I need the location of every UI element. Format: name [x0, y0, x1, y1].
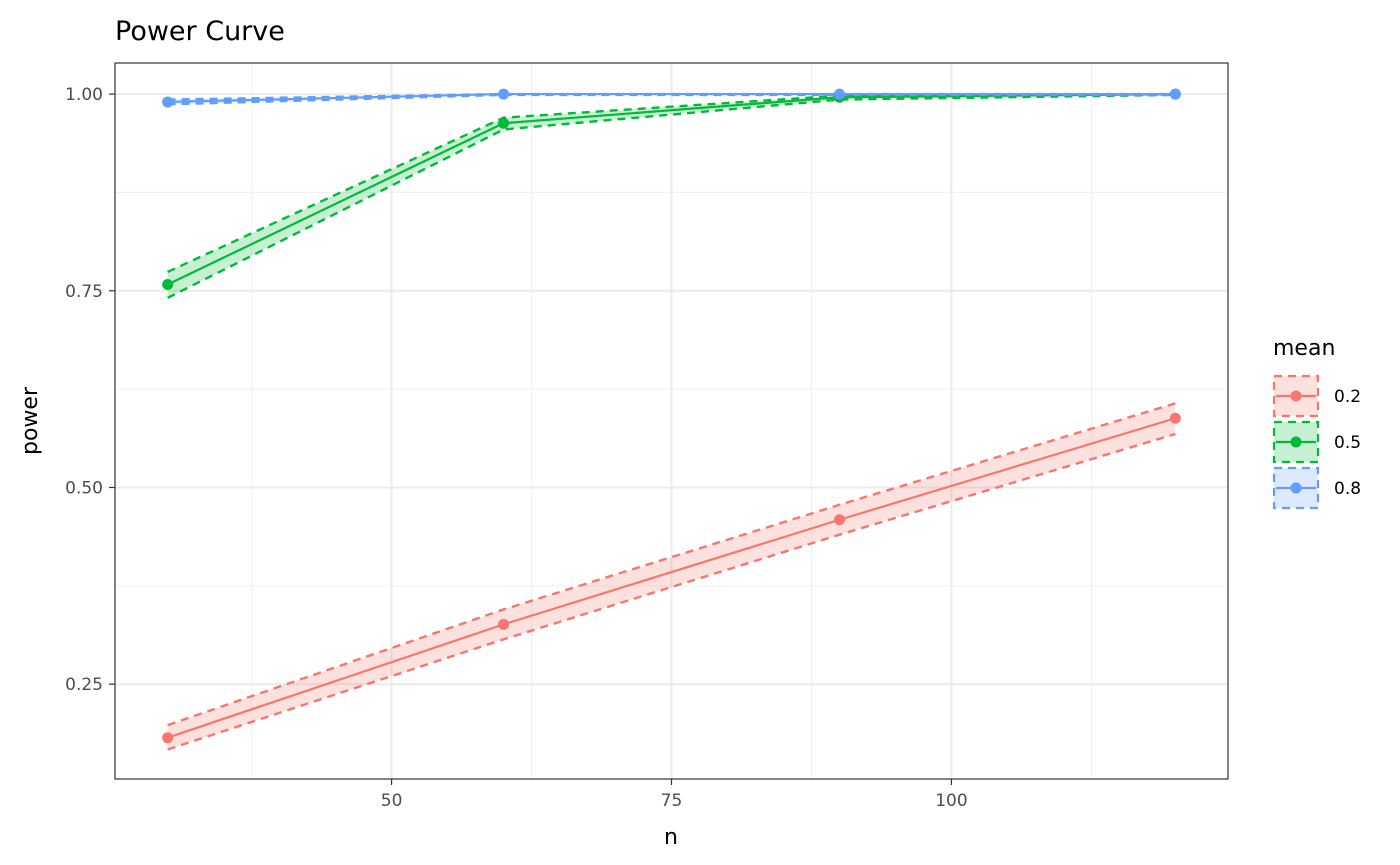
legend-item-0-8: 0.8: [1272, 466, 1361, 510]
y-axis-title: power: [18, 386, 43, 455]
legend-item-0-2: 0.2: [1272, 374, 1361, 418]
x-axis: 50 75 100: [381, 779, 968, 811]
data-point: [498, 117, 510, 129]
y-tick-label: 0.25: [65, 675, 103, 695]
series-line: [167, 92, 1176, 104]
data-point: [162, 732, 174, 744]
y-tick-label: 1.00: [65, 85, 103, 105]
legend-key-point: [1290, 436, 1302, 448]
legend-key-point: [1290, 482, 1302, 494]
series-line: [167, 92, 1176, 286]
legend-item-0-5: 0.5: [1272, 420, 1361, 464]
legend: mean 0.2 0.5 0.8: [1272, 336, 1361, 510]
legend-label: 0.5: [1334, 433, 1361, 453]
upper-bound-line: [167, 402, 1176, 727]
data-point: [498, 618, 510, 630]
legend-label: 0.2: [1334, 387, 1361, 407]
confidence-ribbon: [167, 403, 1176, 750]
x-axis-title: n: [664, 825, 678, 850]
data-point: [833, 88, 845, 100]
x-tick-label: 100: [935, 791, 967, 811]
data-point: [1169, 412, 1181, 424]
series-line: [167, 417, 1176, 739]
data-point: [162, 96, 174, 108]
y-axis: 0.25 0.50 0.75 1.00: [65, 85, 115, 695]
legend-title: mean: [1273, 336, 1335, 361]
plot-panel: [114, 62, 1229, 780]
data-point: [1169, 88, 1181, 100]
data-point: [833, 514, 845, 526]
x-tick-label: 75: [661, 791, 683, 811]
series-0-2: [162, 402, 1181, 751]
chart-title: Power Curve: [115, 16, 285, 47]
x-tick-label: 50: [381, 791, 403, 811]
series-0-8: [162, 88, 1181, 108]
y-tick-label: 0.50: [65, 478, 103, 498]
data-point: [498, 88, 510, 100]
legend-label: 0.8: [1334, 479, 1361, 499]
legend-key-point: [1290, 390, 1302, 402]
y-tick-label: 0.75: [65, 282, 103, 302]
data-point: [162, 278, 174, 290]
lower-bound-line: [167, 93, 1176, 299]
